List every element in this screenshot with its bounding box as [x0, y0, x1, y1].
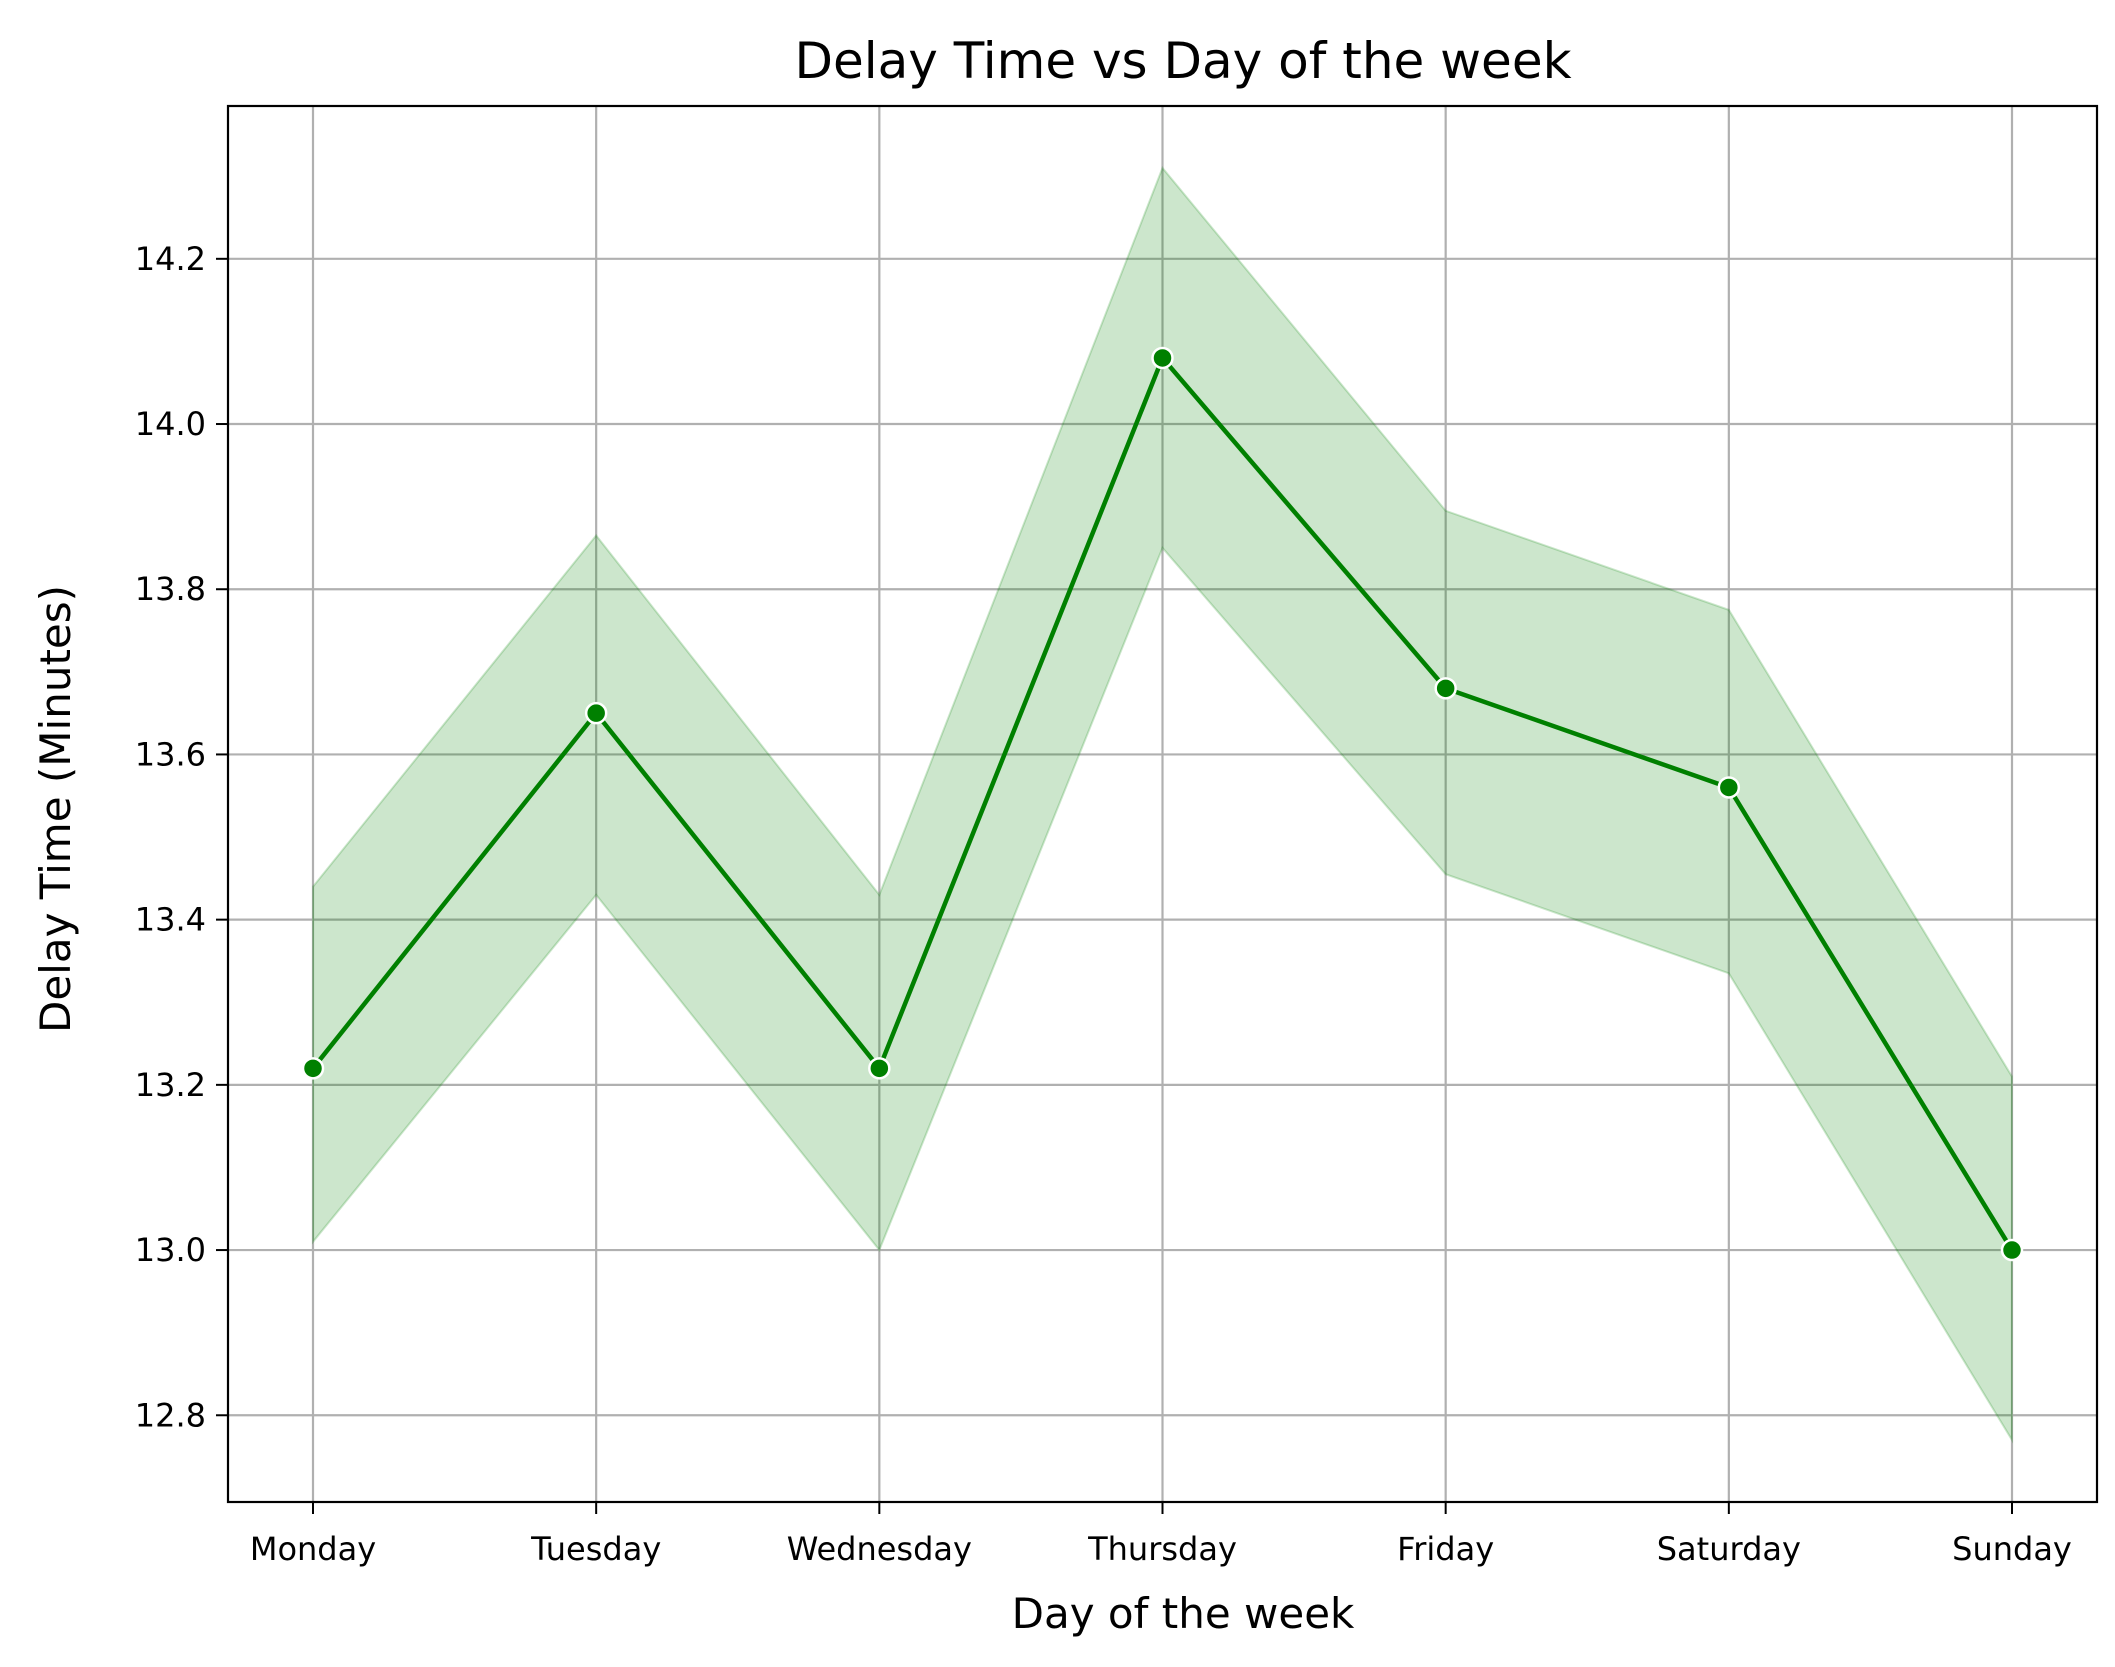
y-tick-label: 14.0 — [135, 405, 206, 443]
x-tick-label: Wednesday — [787, 1530, 972, 1568]
y-tick-label: 13.2 — [135, 1066, 206, 1104]
x-tick-label: Friday — [1397, 1530, 1494, 1568]
y-tick-label: 13.8 — [135, 570, 206, 608]
data-point — [2000, 1238, 2024, 1262]
y-tick-label: 13.6 — [135, 735, 206, 773]
data-point — [301, 1057, 325, 1080]
axis-ticks: Monday Tuesday Wednesday Thursday Friday Satu… — [135, 240, 2072, 1568]
confidence-band-area — [312, 166, 2013, 1444]
y-axis-label: Delay Time (Minutes) — [31, 585, 80, 1033]
y-tick-label: 14.2 — [135, 240, 206, 278]
y-tick-label: 13.4 — [135, 901, 206, 939]
x-tick-label: Monday — [250, 1530, 376, 1568]
x-tick-label: Sunday — [1952, 1530, 2072, 1568]
data-point — [868, 1057, 891, 1080]
x-tick-label: Thursday — [1087, 1530, 1237, 1568]
data-point — [1151, 346, 1174, 370]
series-markers — [301, 346, 2024, 1262]
chart-title: Delay Time vs Day of the week — [794, 32, 1571, 90]
x-axis-label: Day of the week — [1012, 1589, 1355, 1638]
confidence-band — [312, 166, 2013, 1444]
x-tick-label: Tuesday — [530, 1530, 661, 1568]
grid — [228, 106, 2097, 1502]
data-point — [1434, 677, 1457, 700]
y-tick-label: 13.0 — [135, 1231, 206, 1269]
x-tick-label: Saturday — [1657, 1530, 1801, 1568]
y-tick-label: 12.8 — [135, 1396, 206, 1434]
data-point — [584, 701, 608, 725]
data-point — [1717, 776, 1741, 799]
